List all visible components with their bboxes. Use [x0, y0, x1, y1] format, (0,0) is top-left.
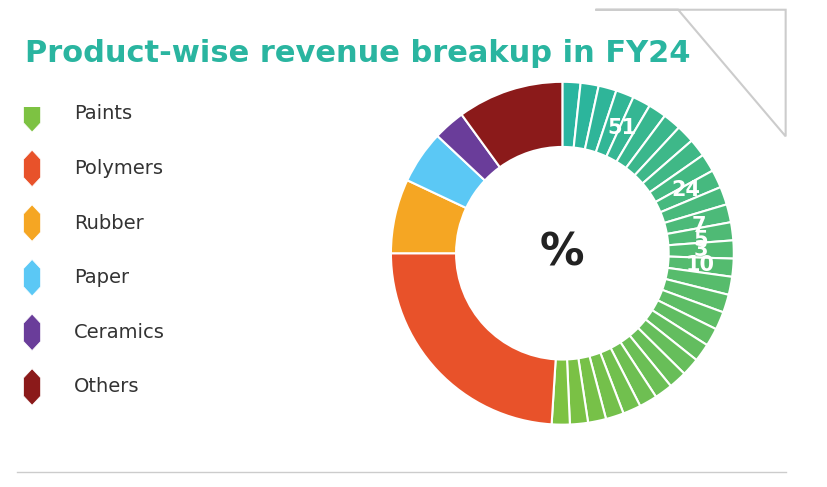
- Text: Product-wise revenue breakup in FY24: Product-wise revenue breakup in FY24: [25, 39, 691, 68]
- Wedge shape: [649, 155, 713, 202]
- Wedge shape: [666, 268, 732, 295]
- Wedge shape: [626, 116, 679, 175]
- Wedge shape: [643, 141, 703, 192]
- Text: Paper: Paper: [74, 268, 129, 287]
- Polygon shape: [24, 314, 41, 351]
- Wedge shape: [461, 82, 562, 167]
- Wedge shape: [552, 359, 570, 425]
- Wedge shape: [567, 358, 588, 425]
- Text: Rubber: Rubber: [74, 213, 144, 233]
- Wedge shape: [562, 82, 581, 148]
- Wedge shape: [620, 336, 671, 397]
- Wedge shape: [664, 205, 731, 234]
- Wedge shape: [391, 253, 556, 424]
- Text: %: %: [540, 232, 585, 275]
- Wedge shape: [638, 319, 696, 374]
- Text: Ceramics: Ceramics: [74, 323, 165, 342]
- Polygon shape: [24, 95, 41, 132]
- Wedge shape: [585, 86, 616, 152]
- Wedge shape: [600, 348, 640, 413]
- Wedge shape: [606, 97, 650, 162]
- Wedge shape: [616, 106, 665, 168]
- Wedge shape: [629, 328, 684, 386]
- Wedge shape: [590, 353, 624, 419]
- Wedge shape: [610, 342, 656, 406]
- Wedge shape: [668, 240, 734, 259]
- Wedge shape: [595, 91, 633, 156]
- Wedge shape: [407, 136, 485, 208]
- Wedge shape: [437, 114, 500, 181]
- Text: 10: 10: [686, 255, 715, 275]
- Text: 7: 7: [691, 216, 705, 236]
- Text: Polymers: Polymers: [74, 159, 163, 178]
- Text: 51: 51: [608, 118, 637, 138]
- Text: Others: Others: [74, 377, 139, 396]
- Wedge shape: [667, 222, 734, 245]
- Wedge shape: [662, 279, 729, 312]
- Wedge shape: [578, 356, 606, 423]
- Polygon shape: [24, 150, 41, 187]
- Polygon shape: [24, 260, 41, 296]
- Text: Paints: Paints: [74, 104, 131, 123]
- Polygon shape: [24, 369, 41, 405]
- Text: 3: 3: [694, 240, 709, 260]
- Text: 24: 24: [672, 180, 700, 200]
- Wedge shape: [661, 187, 727, 223]
- Wedge shape: [656, 170, 720, 212]
- Text: 5: 5: [693, 230, 708, 250]
- Wedge shape: [574, 83, 599, 150]
- Polygon shape: [24, 205, 41, 241]
- Wedge shape: [653, 300, 716, 345]
- Wedge shape: [391, 180, 466, 253]
- Wedge shape: [657, 290, 724, 329]
- Wedge shape: [634, 128, 691, 184]
- Wedge shape: [646, 310, 707, 360]
- Wedge shape: [667, 257, 734, 277]
